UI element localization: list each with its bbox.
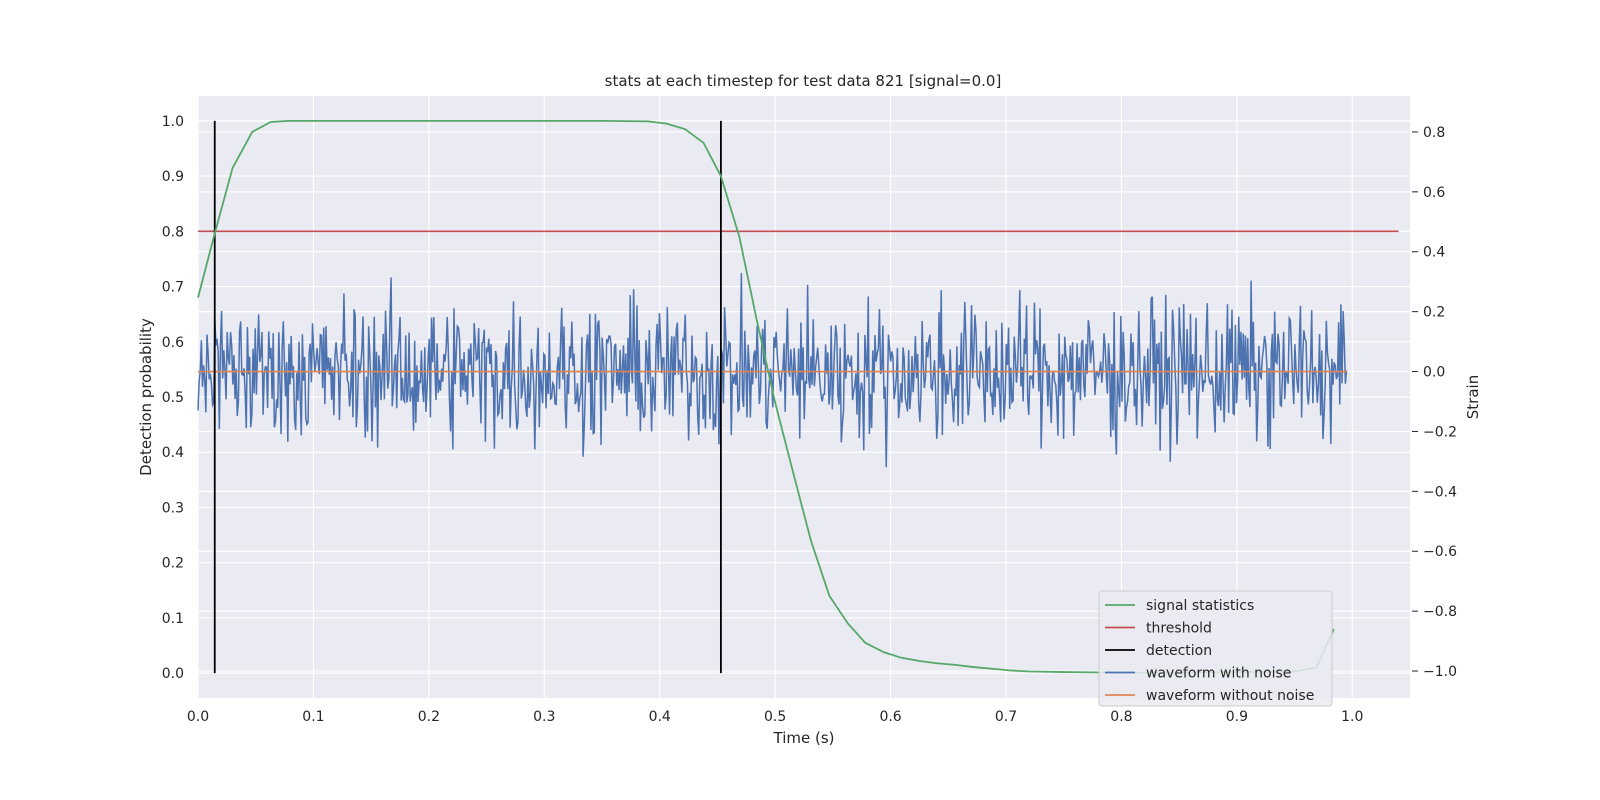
right-y-tick-label: −0.6: [1423, 544, 1457, 560]
right-y-tick-label: −0.2: [1423, 424, 1457, 440]
legend-label: waveform without noise: [1146, 688, 1314, 704]
left-y-tick-label: 0.5: [162, 390, 184, 406]
legend-label: signal statistics: [1146, 598, 1254, 614]
x-tick-label: 0.6: [879, 709, 901, 725]
left-y-axis-label: Detection probability: [137, 318, 155, 476]
left-y-tick-label: 0.7: [162, 280, 184, 296]
right-y-tick-label: −0.4: [1423, 484, 1457, 500]
x-tick-label: 1.0: [1341, 709, 1363, 725]
left-y-tick-label: 1.0: [162, 114, 184, 130]
x-axis: 0.0 0.1 0.2 0.3 0.4 0.5 0.6 0.7 0.8 0.9 1.0: [187, 709, 1364, 725]
left-y-tick-label: 0.8: [162, 224, 184, 240]
left-y-tick-label: 0.9: [162, 169, 184, 185]
right-y-tick-label: −1.0: [1423, 664, 1457, 680]
left-y-axis: 0.0 0.1 0.2 0.3 0.4 0.5 0.6 0.7 0.8 0.9 1.0: [162, 114, 184, 682]
x-tick-label: 0.7: [995, 709, 1017, 725]
right-y-tick-label: 0.8: [1423, 125, 1445, 141]
left-y-tick-label: 0.4: [162, 445, 184, 461]
legend-label: threshold: [1146, 621, 1212, 637]
legend-label: detection: [1146, 643, 1212, 659]
x-tick-label: 0.2: [418, 709, 440, 725]
left-y-tick-label: 0.1: [162, 611, 184, 627]
x-tick-label: 0.9: [1226, 709, 1248, 725]
x-tick-label: 0.1: [302, 709, 324, 725]
left-y-tick-label: 0.3: [162, 500, 184, 516]
x-tick-label: 0.0: [187, 709, 209, 725]
x-tick-label: 0.3: [533, 709, 555, 725]
x-tick-label: 0.8: [1110, 709, 1132, 725]
legend: signal statistics threshold detection wavef…: [1098, 590, 1333, 707]
x-tick-label: 0.4: [649, 709, 671, 725]
left-y-tick-label: 0.6: [162, 335, 184, 351]
right-y-tick-label: 0.4: [1423, 245, 1445, 261]
right-y-tick-label: 0.0: [1423, 365, 1445, 381]
x-axis-label: Time (s): [773, 729, 835, 747]
left-y-tick-label: 0.2: [162, 556, 184, 572]
right-y-tick-label: −0.8: [1423, 604, 1457, 620]
legend-label: waveform with noise: [1146, 666, 1291, 682]
detection-series: [213, 120, 722, 674]
signal-statistics-series: [197, 119, 1335, 674]
right-y-tick-label: 0.2: [1423, 305, 1445, 321]
x-tick-label: 0.5: [764, 709, 786, 725]
right-y-axis-label: Strain: [1464, 375, 1482, 419]
chart-title: stats at each timestep for test data 821…: [605, 72, 1002, 90]
legend-box: [1098, 590, 1333, 707]
right-y-axis: −1.0 −0.8 −0.6 −0.4 −0.2 0.0 0.2 0.4 0.6 0.8: [1412, 125, 1457, 680]
signal-statistics-line: [197, 119, 1335, 674]
right-y-tick-label: 0.6: [1423, 185, 1445, 201]
left-y-tick-label: 0.0: [162, 666, 184, 682]
